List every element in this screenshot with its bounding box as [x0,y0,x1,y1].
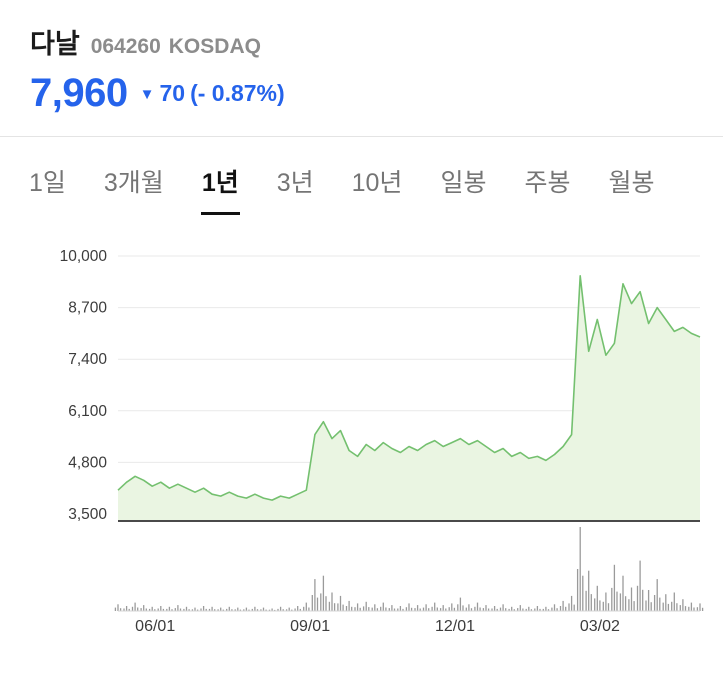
x-axis-labels: 06/01 09/01 12/01 03/02 [135,618,620,635]
chart-area: 3,500 4,800 6,100 7,400 8,700 10,000 06/01 09/0… [0,231,723,646]
y-axis-label: 3,500 [68,506,107,523]
price-line [117,274,701,501]
stock-price-volume-chart[interactable]: 3,500 4,800 6,100 7,400 8,700 10,000 06/01 09/0… [0,231,723,641]
change-value: 70 [159,80,186,106]
tab-1year[interactable]: 1년 [200,153,240,215]
price-change: ▼ 70 (- 0.87%) [140,80,285,107]
stock-header: 다날 064260 KOSDAQ 7,960 ▼ 70 (- 0.87%) [0,0,723,116]
header-divider [0,136,723,137]
x-axis-label: 06/01 [135,618,175,635]
y-axis-label: 8,700 [68,300,107,317]
x-axis-label: 03/02 [580,618,620,635]
volume-bars [114,527,704,611]
tab-1day[interactable]: 1일 [29,169,66,197]
tab-daily[interactable]: 일봉 [440,169,487,197]
stock-code: 064260 [90,35,161,58]
tab-10year[interactable]: 10년 [351,169,403,197]
stock-chart-page: 다날 064260 KOSDAQ 7,960 ▼ 70 (- 0.87%) 1일… [0,0,723,646]
x-axis-label: 12/01 [435,618,475,635]
y-axis-label: 6,100 [68,403,107,420]
title-row: 다날 064260 KOSDAQ [30,22,693,61]
stock-code-group: 064260 KOSDAQ [91,35,261,59]
current-price: 7,960 [30,71,128,115]
grid-lines: 3,500 4,800 6,100 7,400 8,700 10,000 [60,248,700,523]
period-tabs: 1일 3개월 1년 3년 10년 일봉 주봉 월봉 [0,153,723,215]
x-axis-label: 09/01 [290,618,330,635]
market-label: KOSDAQ [168,35,261,58]
y-axis-label: 7,400 [68,351,107,368]
y-axis-label: 10,000 [60,248,108,265]
tab-weekly[interactable]: 주봉 [524,169,571,197]
tab-monthly[interactable]: 월봉 [608,169,655,197]
tab-3year[interactable]: 3년 [276,169,314,197]
y-axis-label: 4,800 [68,454,107,471]
tab-3month[interactable]: 3개월 [103,169,164,197]
change-percent: (- 0.87%) [190,80,285,106]
stock-name: 다날 [30,29,80,59]
price-row: 7,960 ▼ 70 (- 0.87%) [30,71,693,116]
price-area [118,275,700,520]
down-arrow-icon: ▼ [139,86,155,103]
